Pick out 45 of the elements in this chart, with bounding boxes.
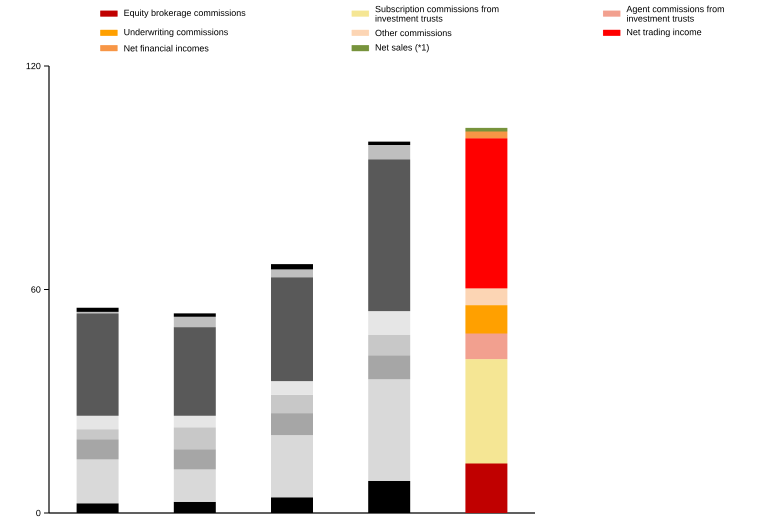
legend-label: Net trading income: [627, 28, 702, 37]
bar: [368, 355, 410, 380]
bar: [174, 416, 216, 428]
bar: [271, 413, 313, 436]
legend-label: Underwriting commissions: [124, 28, 228, 37]
bar: [368, 144, 410, 160]
bar: [76, 308, 119, 312]
bar: [76, 439, 119, 460]
bar: [465, 132, 508, 138]
bar: [174, 469, 216, 502]
bar: [271, 394, 313, 414]
bar: [76, 429, 119, 440]
bar: [368, 379, 410, 481]
bar: [76, 313, 119, 416]
bar: [174, 327, 216, 416]
bar: [465, 128, 508, 132]
legend-label: Equity brokerage commissions: [124, 9, 246, 18]
bar: [271, 435, 313, 498]
bar: [465, 305, 508, 334]
bar: [271, 264, 313, 270]
legend-label: Agent commissions from investment trusts: [626, 6, 724, 22]
legend-label: Other commissions: [375, 30, 452, 36]
bar: [76, 416, 119, 430]
bar: [368, 311, 410, 335]
bar: [76, 459, 119, 504]
bar: [271, 269, 313, 278]
bar: [465, 288, 508, 306]
bar: [368, 334, 410, 356]
y-tick-label: 120: [26, 62, 40, 70]
bar: [465, 463, 508, 513]
bar: [271, 277, 313, 382]
legend-label: Subscription commissions from investment trusts: [375, 6, 498, 22]
legend-label: Net sales (*1): [376, 44, 429, 52]
y-tick-label: 60: [31, 286, 40, 293]
bar: [465, 333, 508, 360]
bar: [368, 159, 410, 312]
bar: [271, 381, 313, 395]
bar: [174, 449, 216, 470]
bar: [174, 316, 216, 328]
bar: [174, 427, 216, 450]
y-tick-label: 0: [36, 510, 40, 516]
bar: [465, 359, 508, 464]
bar: [368, 142, 410, 145]
bar: [465, 138, 508, 288]
legend-label: Net financial incomes: [124, 44, 208, 52]
